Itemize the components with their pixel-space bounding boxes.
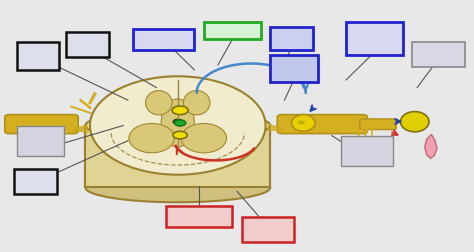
Bar xyxy=(14,169,57,194)
Bar xyxy=(341,136,393,166)
Ellipse shape xyxy=(146,91,172,115)
FancyBboxPatch shape xyxy=(277,115,367,134)
Bar xyxy=(204,23,261,40)
Ellipse shape xyxy=(292,115,315,132)
Bar xyxy=(270,28,313,50)
FancyBboxPatch shape xyxy=(85,126,270,188)
Circle shape xyxy=(174,120,186,127)
Circle shape xyxy=(172,107,188,115)
Bar xyxy=(17,126,64,156)
Ellipse shape xyxy=(401,112,429,132)
Circle shape xyxy=(173,120,182,125)
Bar xyxy=(166,207,232,227)
Bar xyxy=(412,43,465,68)
Ellipse shape xyxy=(183,91,210,115)
Polygon shape xyxy=(425,135,437,159)
Ellipse shape xyxy=(161,100,194,147)
Bar xyxy=(346,23,403,55)
Ellipse shape xyxy=(85,173,270,203)
Ellipse shape xyxy=(85,111,270,141)
Bar xyxy=(133,30,194,50)
FancyBboxPatch shape xyxy=(360,119,396,130)
FancyBboxPatch shape xyxy=(5,115,78,134)
Bar xyxy=(242,217,294,242)
Bar xyxy=(270,55,318,83)
Ellipse shape xyxy=(181,124,227,153)
Ellipse shape xyxy=(129,124,174,153)
Circle shape xyxy=(173,132,187,139)
Bar xyxy=(66,33,109,58)
Ellipse shape xyxy=(90,77,265,175)
Circle shape xyxy=(298,121,305,125)
Bar xyxy=(17,43,59,71)
